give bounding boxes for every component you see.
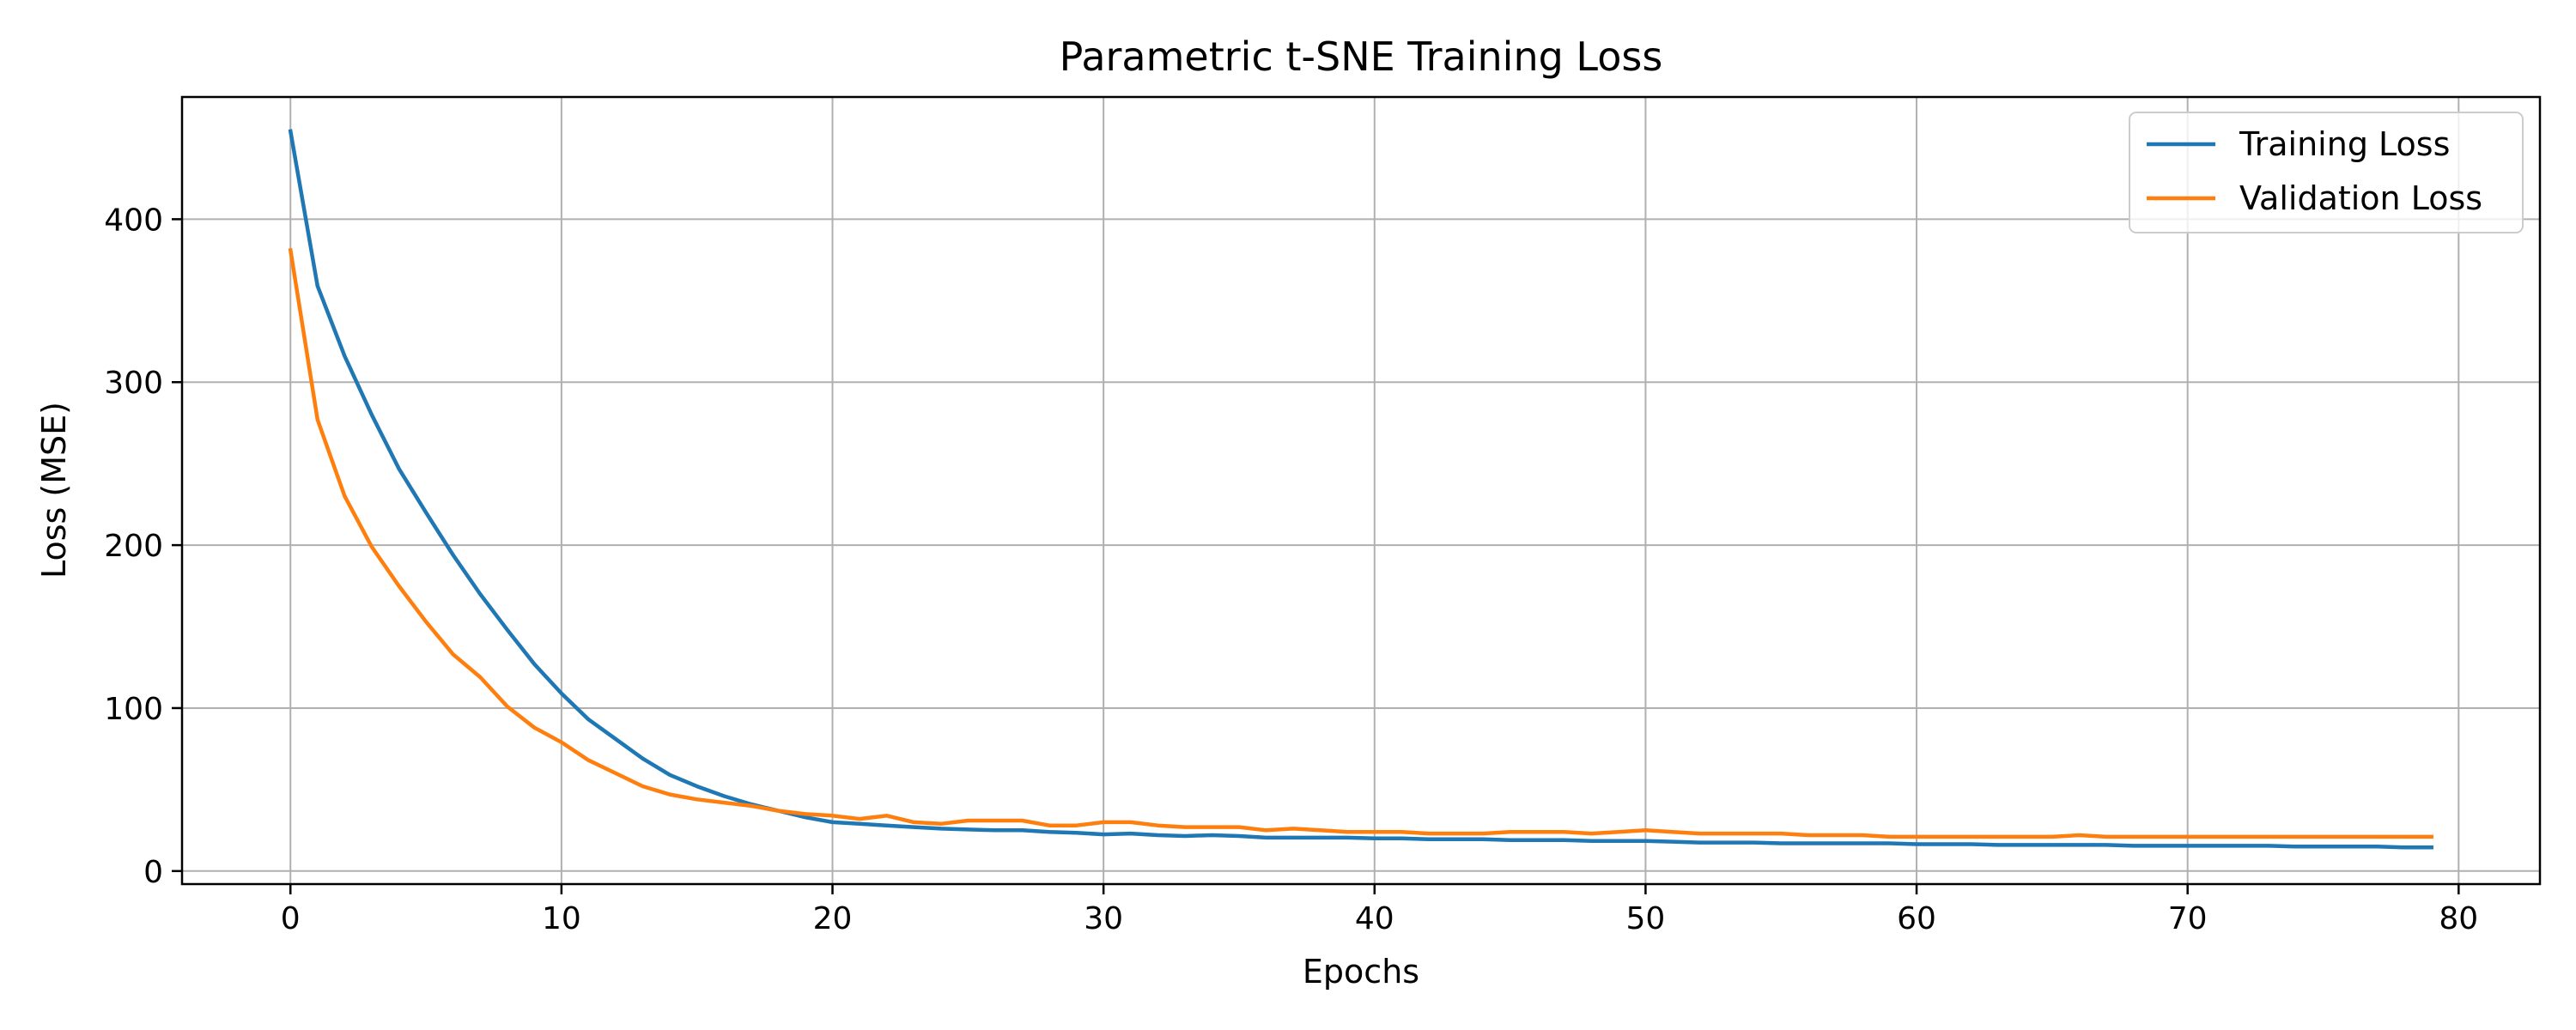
x-tick-label: 10	[542, 901, 581, 936]
training-loss-line	[288, 129, 2433, 850]
series-layer	[288, 129, 2433, 850]
x-tick-label: 0	[281, 901, 301, 936]
x-tick-label: 40	[1355, 901, 1394, 936]
y-axis-label: Loss (MSE)	[35, 402, 73, 579]
legend-label-training-loss: Training Loss	[2239, 125, 2450, 163]
y-tick-label: 400	[104, 203, 163, 238]
legend-label-validation-loss: Validation Loss	[2239, 179, 2482, 217]
x-tick-label: 60	[1897, 901, 1936, 936]
legend-box	[2129, 112, 2524, 233]
chart-title: Parametric t-SNE Training Loss	[1060, 33, 1663, 80]
x-tick-label: 20	[813, 901, 853, 936]
x-tick-label: 50	[1626, 901, 1666, 936]
y-axis: 0 100 200 300 400	[104, 203, 182, 890]
x-tick-label: 30	[1084, 901, 1123, 936]
validation-loss-line	[288, 247, 2433, 839]
x-axis: 0 10 20 30 40 50 60 70 80	[281, 884, 2478, 936]
legend: Training Loss Validation Loss	[2129, 112, 2524, 233]
plot-frame	[180, 95, 2542, 886]
x-axis-label: Epochs	[1303, 953, 1419, 991]
y-tick-label: 300	[104, 366, 163, 401]
x-tick-label: 70	[2168, 901, 2208, 936]
y-tick-label: 200	[104, 529, 163, 564]
y-tick-label: 0	[143, 855, 163, 890]
x-tick-label: 80	[2439, 901, 2478, 936]
y-tick-label: 100	[104, 692, 163, 727]
